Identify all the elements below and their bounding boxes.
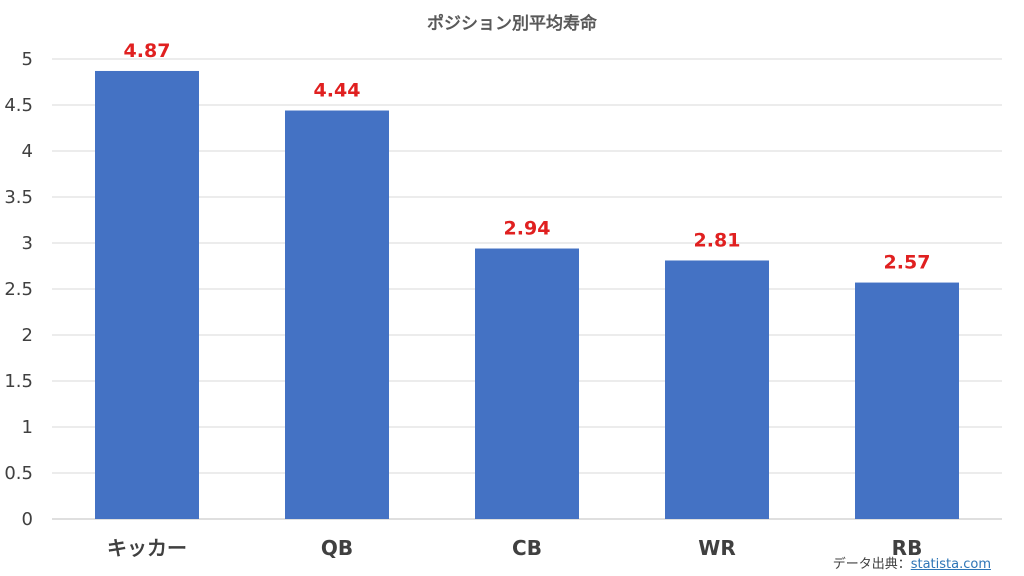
y-tick-label: 4 (22, 141, 33, 162)
bar-value-label: 4.44 (314, 80, 361, 102)
source-link[interactable]: statista.com (910, 557, 991, 572)
x-category-label: WR (698, 536, 735, 560)
bar (285, 110, 389, 520)
bar (95, 70, 199, 520)
bar (855, 282, 959, 519)
bar-value-label: 2.57 (884, 252, 931, 274)
value-labels: 4.87 4.44 2.94 2.81 2.57 (124, 40, 931, 274)
y-tick-label: 0.5 (4, 463, 33, 484)
x-axis-categories: キッカー QB CB WR RB (107, 536, 922, 560)
y-tick-label: 2 (22, 325, 33, 346)
y-tick-label: 3.5 (4, 187, 33, 208)
bar (475, 248, 579, 519)
y-tick-label: 2.5 (4, 279, 33, 300)
x-category-label: キッカー (107, 536, 187, 560)
x-category-label: RB (892, 536, 923, 560)
x-category-label: CB (512, 536, 542, 560)
x-category-label: QB (321, 536, 353, 560)
y-tick-label: 4.5 (4, 95, 33, 116)
chart-title: ポジション別平均寿命 (427, 13, 598, 34)
bar-value-label: 2.81 (694, 229, 741, 251)
y-axis-ticks: 0 0.5 1 1.5 2 2.5 3 3.5 4 4.5 5 (4, 49, 33, 530)
bar-value-label: 4.87 (124, 40, 171, 62)
y-tick-label: 0 (22, 509, 33, 530)
y-tick-label: 5 (22, 49, 33, 70)
bar (665, 260, 769, 519)
bars (95, 70, 959, 520)
bar-value-label: 2.94 (504, 218, 551, 240)
y-tick-label: 1 (22, 417, 33, 438)
y-tick-label: 3 (22, 233, 33, 254)
source-label: データ出典： (832, 557, 911, 572)
y-tick-label: 1.5 (4, 371, 33, 392)
data-source: データ出典：statista.com (833, 553, 991, 572)
